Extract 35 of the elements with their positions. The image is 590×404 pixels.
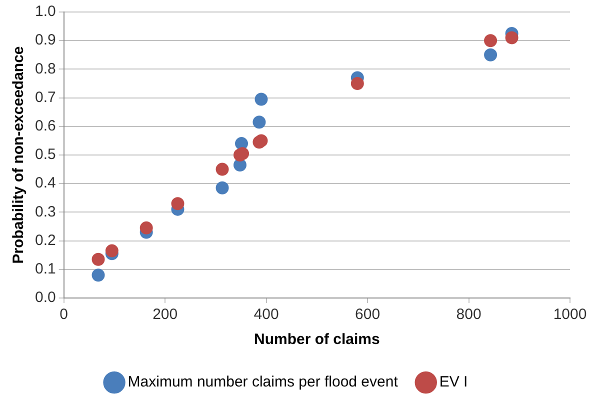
- x-axis-title: Number of claims: [254, 331, 380, 348]
- y-tick-label: 0.0: [34, 289, 56, 306]
- point: [236, 147, 250, 160]
- point: [484, 48, 498, 62]
- point: [252, 116, 266, 129]
- point: [505, 31, 518, 44]
- point: [350, 77, 364, 90]
- legend-label: EV I: [439, 374, 468, 391]
- x-tick-label: 800: [456, 306, 482, 324]
- point: [105, 244, 118, 258]
- y-tick-label: 0.3: [34, 203, 56, 220]
- point: [171, 197, 184, 210]
- point: [92, 252, 105, 266]
- point: [484, 34, 498, 48]
- point: [216, 162, 229, 176]
- y-tick-label: 0.4: [34, 174, 56, 192]
- y-axis-title: Probability of non-exceedance: [10, 46, 28, 264]
- y-tick-label: 0.6: [34, 118, 56, 135]
- legend-label: Maximum number claims per flood event: [128, 374, 399, 391]
- x-tick-label: 1000: [553, 306, 587, 324]
- point: [216, 181, 229, 194]
- y-tick-label: 0.8: [34, 60, 56, 78]
- x-tick-label: 0: [60, 306, 68, 324]
- y-tick-label: 1.0: [34, 3, 56, 20]
- y-tick-label: 0.7: [34, 88, 56, 106]
- y-tick-label: 0.9: [34, 32, 56, 49]
- point: [254, 92, 268, 106]
- point: [92, 268, 105, 282]
- point: [140, 221, 153, 234]
- x-tick-label: 400: [254, 306, 279, 324]
- y-tick-label: 0.1: [34, 260, 56, 278]
- y-tick-label: 0.2: [34, 232, 56, 249]
- x-tick-label: 600: [355, 306, 380, 324]
- x-tick-label: 200: [152, 306, 178, 324]
- y-tick-label: 0.5: [34, 146, 56, 164]
